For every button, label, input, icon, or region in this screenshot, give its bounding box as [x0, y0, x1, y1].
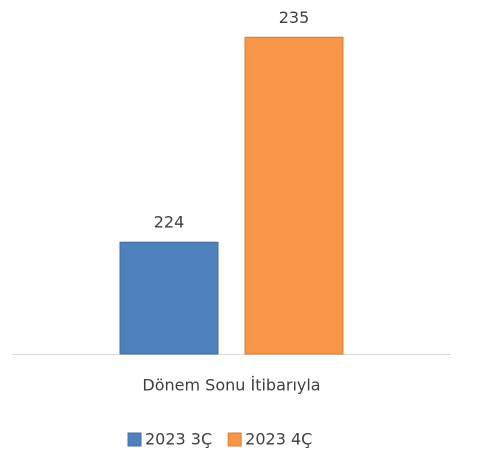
legend-swatch: [127, 432, 142, 447]
legend-label: 2023 3Ç: [145, 430, 212, 449]
x-tick-label: Dönem Sonu İtibarıyla: [142, 376, 320, 395]
bar: [119, 241, 219, 355]
value-label: 235: [279, 8, 310, 27]
legend-swatch: [227, 432, 242, 447]
legend-label: 2023 4Ç: [245, 430, 312, 449]
bar: [244, 36, 344, 355]
value-label: 224: [154, 213, 185, 232]
